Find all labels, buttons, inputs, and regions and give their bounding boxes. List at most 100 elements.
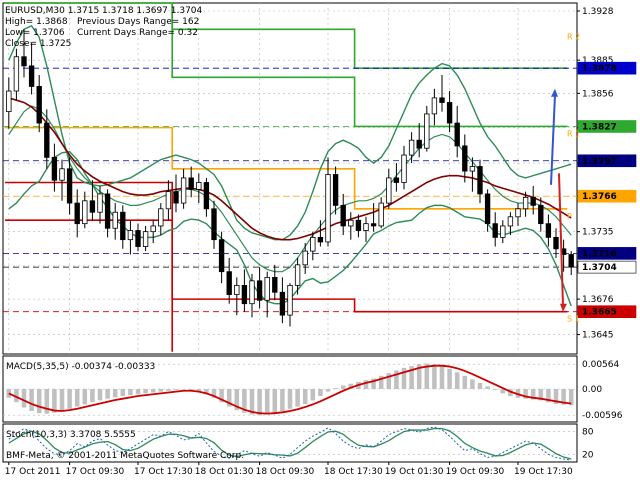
macd-bar <box>538 389 544 401</box>
candle-body <box>180 177 187 204</box>
candle-body <box>112 211 118 229</box>
macd-bar <box>523 389 528 399</box>
candle-body <box>545 223 552 238</box>
candle-body <box>241 285 248 305</box>
low-label: Low= 1.3706 <box>5 28 65 38</box>
macd-bar <box>21 389 27 408</box>
pivot-level-line <box>5 219 173 352</box>
time-tick-label: 18 Oct 17:30 <box>324 467 383 477</box>
macd-bar <box>97 389 103 401</box>
candle-body <box>158 208 164 227</box>
macd-bar <box>302 389 308 404</box>
macd-tick-label: -0.00596 <box>582 411 623 421</box>
macd-bar <box>219 389 224 403</box>
candle-body <box>28 65 35 87</box>
candle-body <box>424 113 430 149</box>
candle-body <box>272 276 278 293</box>
price-grid <box>3 3 577 354</box>
bollinger-upper-line <box>8 24 572 241</box>
stoch-grid <box>3 431 577 455</box>
candle-body <box>97 193 103 213</box>
price-tick-label: 1.3735 <box>582 228 614 238</box>
candle-body <box>51 156 58 181</box>
price-tag-text: 1.3827 <box>582 122 617 132</box>
price-tick-label: 1.3645 <box>582 331 614 341</box>
macd-bar <box>333 388 338 389</box>
candle-body <box>294 264 301 286</box>
candle-body <box>507 216 514 227</box>
candle-body <box>363 223 369 231</box>
candle-body <box>264 276 270 301</box>
candle-body <box>325 174 331 243</box>
candle-body <box>500 225 506 238</box>
macd-bar <box>424 363 430 389</box>
candle-body <box>446 102 453 124</box>
macd-bar <box>394 370 399 389</box>
price-tag-text: 1.3766 <box>582 192 617 202</box>
macd-bar <box>181 389 186 390</box>
macd-signal-line <box>8 364 572 415</box>
macd-bar <box>546 389 551 403</box>
macd-bar <box>447 368 452 389</box>
macd-bar <box>249 389 255 415</box>
candle-body <box>302 250 308 266</box>
macd-bar <box>432 364 437 389</box>
candle-body <box>416 139 422 149</box>
candle-body <box>538 204 544 225</box>
macd-bar <box>90 389 95 403</box>
candle-body <box>165 191 172 210</box>
price-tag-text: 1.3704 <box>582 263 617 273</box>
level-labels: R 2 R 1 P S 1 <box>567 32 580 323</box>
pivot-level-line <box>5 181 568 313</box>
candle-body <box>355 219 362 231</box>
down-arrow-shaft <box>558 173 564 306</box>
macd-bar <box>234 389 240 411</box>
candle-body <box>469 166 476 172</box>
price-tag-box <box>577 154 637 168</box>
stoch-lines <box>8 426 572 461</box>
candle-body <box>234 285 240 295</box>
stoch-label: Stoch(10,3,3) 3.3708 5.5555 <box>6 430 136 440</box>
candle-body <box>120 211 126 241</box>
candle-body <box>188 177 194 190</box>
candle-body <box>142 231 149 247</box>
macd-axis: 0.00564 0.00 -0.00596 <box>582 360 623 421</box>
candle-body <box>310 236 316 252</box>
macd-pane[interactable]: 0.00564 0.00 -0.00596 MACD(5,35,5) -0.0037… <box>2 355 623 423</box>
macd-bar <box>310 389 316 401</box>
level-label: R 2 <box>567 32 580 41</box>
price-pane[interactable]: 1.39281.38851.38561.38261.37951.37661.37… <box>2 2 637 355</box>
copyright-label: BMF-Meta, © 2001-2011 MetaQuotes Softwar… <box>6 451 244 461</box>
stoch-tick-label: 20 <box>582 450 594 460</box>
price-tags: 1.3878 1.3827 1.3797 1.3766 1.3716 1.3704 1.36… <box>577 61 637 318</box>
forecast-arrows <box>550 88 567 312</box>
cur-range-label: Current Days Range= 0.32 <box>77 28 198 38</box>
candle-body <box>462 145 468 172</box>
time-tick-label: 17 Oct 2011 <box>5 467 61 477</box>
stoch-pane[interactable]: 80 20 Stoch(10,3,3) 3.3708 5.5555 BMF-Met… <box>2 423 594 463</box>
time-tick-label: 17 Oct 17:30 <box>134 467 193 477</box>
price-tag-text: 1.3797 <box>582 157 617 167</box>
candle-body <box>135 230 141 247</box>
time-tick-label: 18 Oct 09:30 <box>256 467 315 477</box>
stoch-signal-line <box>8 427 572 460</box>
macd-bar <box>150 389 156 393</box>
candle-body <box>332 174 339 206</box>
macd-bar <box>295 389 300 407</box>
price-tick-label: 1.3928 <box>582 7 614 17</box>
macd-histogram <box>6 363 574 416</box>
macd-bar <box>287 389 293 409</box>
macd-bar <box>204 389 209 395</box>
macd-bar <box>105 389 110 399</box>
macd-bar <box>553 389 559 404</box>
macd-bar <box>318 389 323 397</box>
candle-body <box>173 191 179 204</box>
macd-bar <box>500 389 506 394</box>
macd-bar <box>401 367 407 389</box>
macd-signal <box>8 364 572 415</box>
candle-body <box>386 177 392 204</box>
macd-bar <box>386 373 392 389</box>
price-tick-label: 1.3885 <box>582 56 614 66</box>
macd-bar <box>226 389 232 407</box>
candle-body <box>279 291 286 316</box>
